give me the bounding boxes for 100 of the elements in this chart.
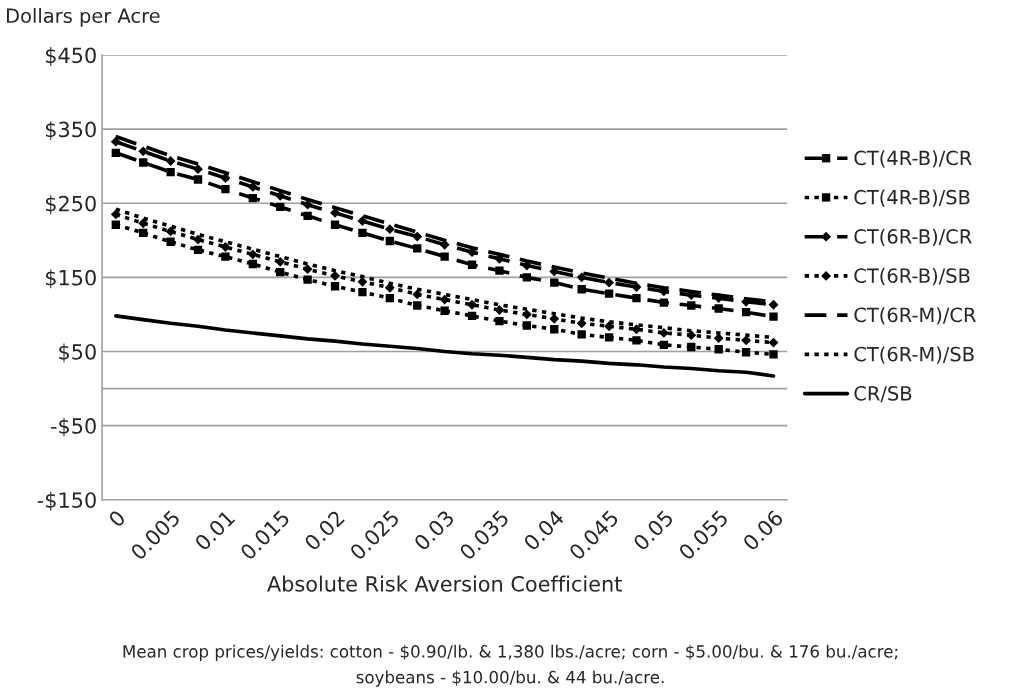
point (576, 272, 587, 283)
point (522, 273, 532, 282)
point (385, 293, 395, 303)
point (741, 335, 751, 346)
point (577, 285, 586, 294)
point (631, 282, 642, 292)
text: soybeans - $10.00/bu. & 44 bu./acre. (356, 670, 664, 687)
point (193, 164, 203, 175)
y-tick-label: $250 (45, 195, 96, 215)
point (220, 242, 231, 252)
point (714, 304, 723, 313)
x-axis-title: Absolute Risk Aversion Coefficient (267, 575, 622, 592)
point (440, 252, 449, 261)
point (495, 266, 504, 275)
legend-label: CR/SB (854, 386, 912, 403)
point (330, 282, 340, 291)
point (385, 236, 395, 246)
point (439, 294, 450, 305)
point (330, 270, 340, 281)
point (165, 156, 176, 166)
point (138, 218, 149, 229)
point (165, 226, 176, 237)
point (604, 321, 614, 332)
y-tick-label: $450 (45, 47, 96, 66)
legend-label: CT(4R-B)/SB (854, 189, 970, 207)
point (521, 309, 532, 320)
point (220, 173, 231, 183)
point (166, 167, 175, 177)
point (577, 330, 586, 339)
point (714, 345, 723, 354)
point (276, 202, 285, 212)
legend-label: CT(6R-M)/CR (854, 307, 976, 325)
point (330, 220, 340, 229)
point (632, 293, 641, 303)
point (494, 305, 505, 315)
point (166, 237, 175, 246)
point (467, 311, 477, 321)
point (111, 220, 120, 229)
point (247, 182, 258, 192)
point (138, 146, 149, 157)
y-tick-label: -$50 (50, 417, 96, 437)
point (467, 260, 477, 269)
point (769, 350, 778, 359)
point (522, 321, 532, 330)
point (412, 231, 423, 242)
point (247, 249, 258, 260)
point (276, 268, 285, 277)
point (139, 228, 148, 238)
point (303, 275, 312, 284)
y-tick-label: $50 (59, 343, 96, 363)
point (193, 245, 203, 255)
point (495, 316, 504, 326)
point (440, 306, 449, 315)
point (412, 289, 423, 300)
point (193, 175, 203, 184)
point (357, 216, 368, 226)
point (659, 298, 669, 307)
legend-label: CT(6R-B)/SB (854, 267, 970, 286)
x-tick-label: 0 (107, 509, 127, 528)
point (604, 333, 614, 342)
y-tick-label: $150 (45, 269, 96, 289)
y-tick-label: $350 (45, 121, 96, 141)
line-series (113, 314, 776, 378)
point (576, 318, 587, 329)
y-axis-title: Dollars per Acre (7, 7, 160, 27)
legend-label: CT(4R-B)/CR (854, 150, 972, 168)
point (550, 278, 559, 287)
point (221, 184, 230, 194)
point (248, 259, 257, 269)
point (413, 244, 422, 253)
point (604, 289, 614, 298)
point (303, 211, 312, 220)
y-tick-label: -$150 (37, 491, 96, 511)
point (686, 330, 697, 341)
point (687, 342, 696, 352)
legend-label: CT(6R-M)/SB (854, 346, 974, 364)
point (768, 299, 779, 310)
point (358, 228, 367, 238)
point (467, 299, 477, 310)
point (741, 308, 751, 317)
point (632, 336, 641, 345)
point (139, 158, 148, 167)
point (384, 282, 395, 293)
point (384, 224, 395, 235)
point (413, 301, 422, 310)
point (110, 136, 121, 147)
point (713, 333, 724, 344)
point (248, 193, 257, 203)
point (741, 348, 751, 357)
point (550, 325, 559, 334)
point (221, 252, 230, 261)
point (110, 209, 121, 220)
text: Mean crop prices/yields: cotton - $0.90/lb. & 1,380 lbs./acre; corn - $5.00/bu. & 176 bu./acre; (123, 644, 898, 661)
legend-label: CT(6R-B)/CR (854, 228, 972, 247)
point (769, 312, 778, 321)
point (193, 234, 203, 245)
point (358, 288, 367, 297)
point (604, 277, 614, 288)
point (687, 301, 696, 310)
point (275, 256, 286, 267)
